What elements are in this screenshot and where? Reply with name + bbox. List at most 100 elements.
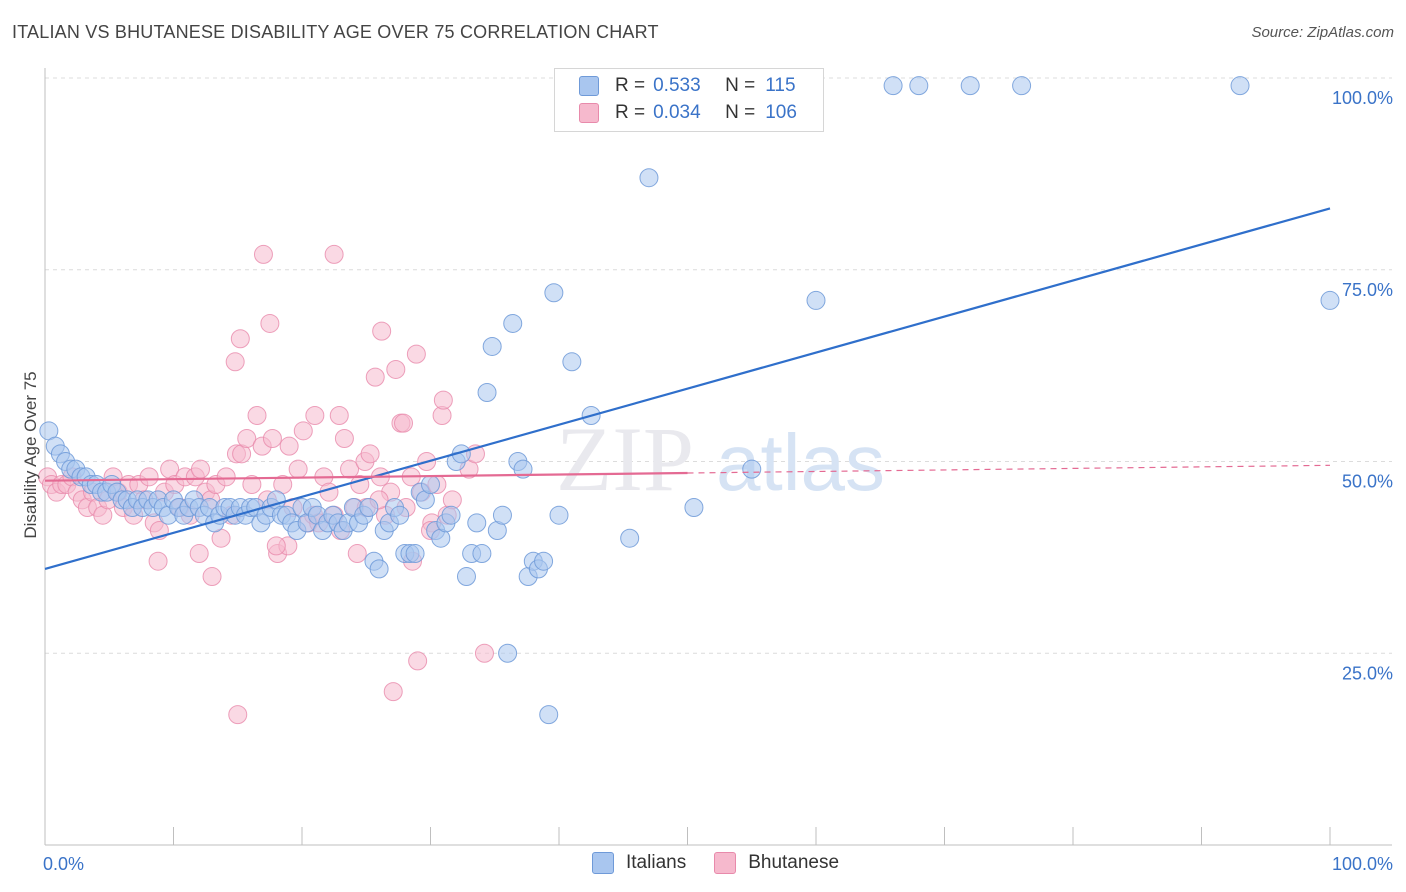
- y-tick-label: 75.0%: [1342, 280, 1393, 300]
- grid: [45, 77, 1392, 654]
- italians-point: [620, 528, 640, 548]
- bhutanese-point: [365, 367, 385, 387]
- bhutanese-point: [242, 475, 262, 495]
- italians-point: [684, 498, 704, 518]
- x-tick-label: 100.0%: [1332, 854, 1393, 874]
- italians-point: [482, 336, 502, 356]
- bhutanese-point: [293, 421, 313, 441]
- y-tick-label: 25.0%: [1342, 663, 1393, 683]
- bhutanese-point: [253, 244, 273, 264]
- italians-point: [883, 76, 903, 96]
- bhutanese-legend-swatch: [714, 852, 737, 874]
- bhutanese-point: [383, 682, 403, 702]
- trend-lines: [44, 207, 1331, 570]
- italians-point: [421, 475, 440, 495]
- r-label: R =: [615, 75, 646, 96]
- italians-point: [960, 76, 980, 96]
- legend-row-bhutanese: R = 0.034 N = 106: [579, 100, 797, 126]
- bhutanese-point: [340, 459, 360, 479]
- italians-point: [539, 705, 559, 725]
- tick-labels: 25.0% 50.0% 75.0% 100.0% 0.0% 100.0%: [43, 88, 1393, 874]
- bhutanese-trend-line: [44, 471, 688, 482]
- italians-point: [359, 498, 379, 518]
- italians-point: [390, 505, 410, 525]
- italians-point: [549, 505, 569, 525]
- italians-n-value: 115: [765, 75, 796, 96]
- italians-point: [503, 313, 523, 333]
- x-tick-label: 0.0%: [43, 854, 84, 874]
- bhutanese-point: [230, 329, 250, 349]
- bhutanese-point: [202, 567, 222, 587]
- bhutanese-point: [247, 405, 267, 425]
- chart-title: ITALIAN VS BHUTANESE DISABILITY AGE OVER…: [12, 22, 659, 42]
- bhutanese-point: [228, 705, 248, 725]
- bhutanese-point: [386, 359, 406, 379]
- y-tick-label: 100.0%: [1332, 88, 1393, 108]
- italians-point: [544, 283, 564, 303]
- watermark-zip: ZIP: [556, 408, 694, 510]
- bhutanese-point: [262, 428, 282, 448]
- italians-point: [472, 544, 492, 564]
- bhutanese-point: [329, 405, 349, 425]
- italians-legend-label: Italians: [626, 852, 687, 873]
- italians-point: [806, 290, 826, 310]
- bhutanese-point: [190, 459, 210, 479]
- bhutanese-point: [372, 321, 392, 341]
- italians-legend-swatch: [592, 852, 614, 874]
- legend-item-bhutanese[interactable]: Bhutanese: [714, 852, 839, 874]
- bhutanese-point: [189, 544, 209, 564]
- italians-point: [1320, 290, 1340, 310]
- n-label: N =: [725, 75, 756, 96]
- stats-legend: R = 0.533 N = 115 R = 0.034 N = 106: [554, 68, 824, 132]
- bhutanese-point: [406, 344, 426, 364]
- italians-points: [39, 76, 1340, 725]
- bhutanese-point: [279, 436, 299, 456]
- y-tick-label: 50.0%: [1342, 472, 1393, 492]
- bhutanese-n-value: 106: [765, 102, 797, 123]
- italians-point: [467, 513, 487, 533]
- italians-point: [742, 459, 762, 479]
- italians-point: [909, 76, 929, 96]
- bhutanese-point: [237, 428, 257, 448]
- y-axis-label: Disability Age Over 75: [21, 371, 40, 538]
- bhutanese-point: [334, 428, 354, 448]
- bhutanese-point: [225, 352, 245, 372]
- italians-point: [639, 168, 659, 188]
- italians-point: [498, 643, 518, 663]
- bhutanese-point: [347, 544, 367, 564]
- bhutanese-point: [433, 390, 453, 410]
- legend-item-italians[interactable]: Italians: [592, 852, 686, 874]
- axes: [44, 68, 1392, 846]
- bhutanese-point: [319, 482, 339, 502]
- italians-point: [1012, 76, 1032, 96]
- bhutanese-point: [266, 536, 286, 556]
- italians-point: [369, 559, 389, 579]
- bhutanese-point: [408, 651, 428, 671]
- italians-swatch: [579, 76, 599, 96]
- bhutanese-point: [260, 313, 280, 333]
- bhutanese-point: [305, 405, 325, 425]
- bhutanese-point: [324, 244, 344, 264]
- italians-point: [456, 567, 476, 587]
- bhutanese-legend-label: Bhutanese: [748, 852, 840, 873]
- italians-point: [492, 505, 512, 525]
- italians-point: [534, 551, 554, 571]
- italians-point: [477, 382, 497, 402]
- bhutanese-trend-extension: [687, 464, 1331, 474]
- legend-row-italians: R = 0.533 N = 115: [579, 73, 796, 99]
- bhutanese-swatch: [579, 103, 599, 123]
- bhutanese-point: [288, 459, 308, 479]
- bhutanese-point: [148, 551, 168, 571]
- italians-point: [562, 352, 582, 372]
- italians-point: [513, 459, 533, 479]
- bhutanese-point: [216, 467, 236, 487]
- n-label: N =: [725, 102, 756, 123]
- bhutanese-point: [139, 467, 159, 487]
- italians-point: [1230, 76, 1250, 96]
- italians-trend-line: [44, 207, 1331, 570]
- italians-r-value: 0.533: [653, 75, 701, 96]
- italians-point: [441, 505, 461, 525]
- series-legend: Italians Bhutanese: [592, 852, 867, 874]
- bhutanese-r-value: 0.034: [653, 102, 701, 123]
